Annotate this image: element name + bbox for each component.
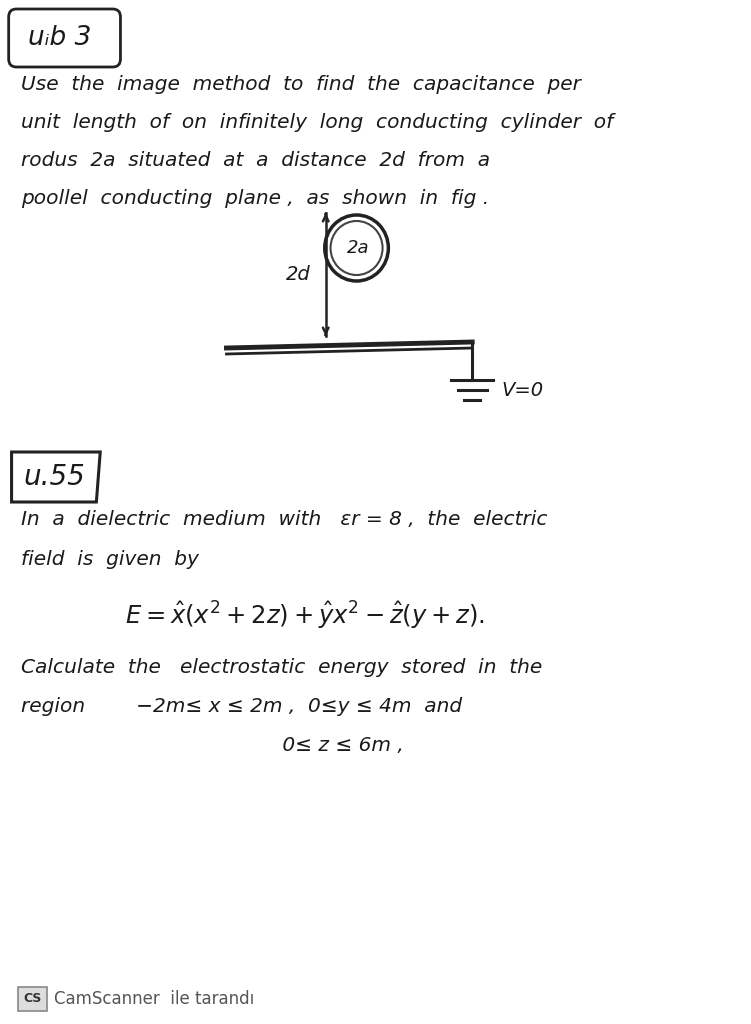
Text: V=0: V=0 [501, 381, 543, 399]
Text: CamScanner  ile tarandı: CamScanner ile tarandı [54, 990, 255, 1008]
Text: 2d: 2d [285, 265, 310, 284]
Text: 0≤ z ≤ 6m ,: 0≤ z ≤ 6m , [21, 736, 404, 755]
Text: uᵢb 3: uᵢb 3 [28, 25, 92, 51]
Text: In  a  dielectric  medium  with   εr = 8 ,  the  electric: In a dielectric medium with εr = 8 , the… [21, 510, 547, 529]
Text: CS: CS [23, 992, 42, 1006]
Text: $E = \hat{x}(x^2+2z) + \hat{y}x^2 - \hat{z}(y+z).$: $E = \hat{x}(x^2+2z) + \hat{y}x^2 - \hat… [125, 600, 485, 632]
Text: rodus  2a  situated  at  a  distance  2d  from  a: rodus 2a situated at a distance 2d from … [21, 151, 490, 170]
Text: poollel  conducting  plane ,  as  shown  in  fig .: poollel conducting plane , as shown in f… [21, 189, 490, 208]
Text: Use  the  image  method  to  find  the  capacitance  per: Use the image method to find the capacit… [21, 75, 581, 94]
Text: Calculate  the   electrostatic  energy  stored  in  the: Calculate the electrostatic energy store… [21, 658, 542, 677]
FancyBboxPatch shape [9, 9, 120, 67]
Text: unit  length  of  on  infinitely  long  conducting  cylinder  of: unit length of on infinitely long conduc… [21, 113, 614, 132]
Text: field  is  given  by: field is given by [21, 550, 199, 569]
Text: u.55: u.55 [23, 463, 85, 490]
Text: 2a: 2a [347, 239, 369, 257]
FancyBboxPatch shape [18, 987, 47, 1011]
Text: region        −2m≤ x ≤ 2m ,  0≤y ≤ 4m  and: region −2m≤ x ≤ 2m , 0≤y ≤ 4m and [21, 697, 463, 716]
